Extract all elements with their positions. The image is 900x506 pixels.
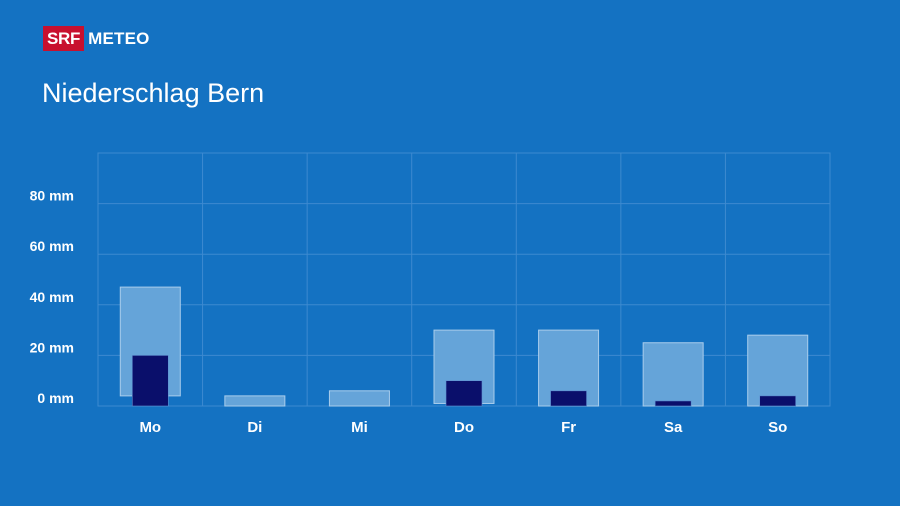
x-tick-label: Do [454,419,474,436]
x-tick-label: Mo [139,419,161,436]
y-tick-label: 20 mm [30,339,74,355]
meteo-wordmark: METEO [88,28,150,48]
value-bar [759,395,797,407]
srf-meteo-logo: SRF METEO [43,26,150,51]
range-bar [224,395,286,407]
chart-title: Niederschlag Bern [42,78,265,108]
y-tick-label: 60 mm [30,238,74,254]
range-bar [642,342,704,407]
value-bar [445,380,483,407]
y-tick-label: 0 mm [37,390,74,406]
y-tick-label: 40 mm [30,289,74,305]
x-tick-label: Fr [561,419,576,436]
x-tick-label: So [768,419,787,436]
value-bar [550,390,587,407]
range-bar [328,390,390,407]
x-tick-label: Sa [664,419,683,436]
srf-badge: SRF [43,26,85,51]
value-bar [654,400,692,407]
value-bar [131,355,169,407]
x-tick-label: Di [247,419,262,436]
y-tick-label: 80 mm [30,188,74,204]
x-tick-label: Mi [351,419,368,436]
range-bar [747,334,809,407]
